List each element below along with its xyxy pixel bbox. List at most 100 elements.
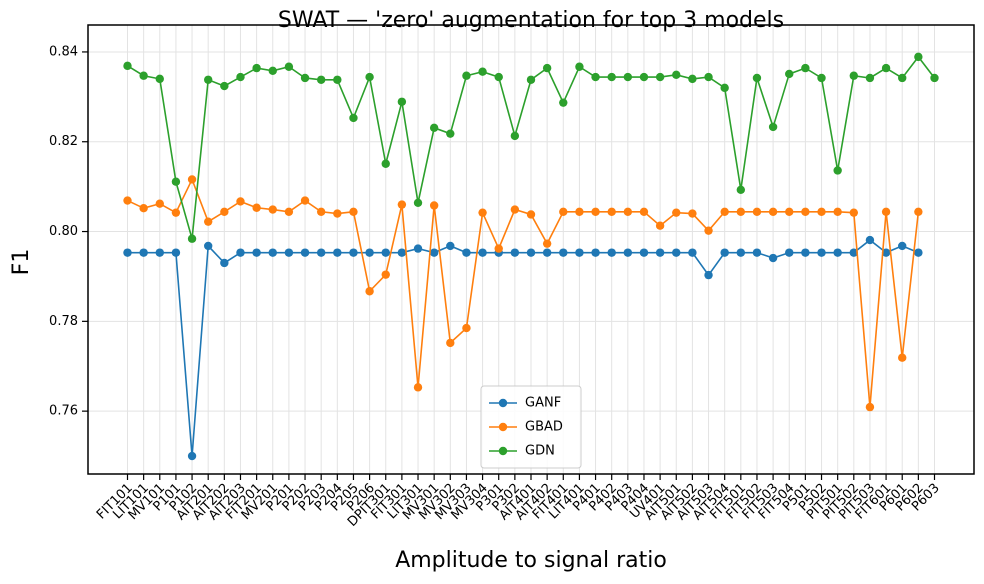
data-point — [559, 98, 568, 107]
data-point — [139, 71, 148, 80]
data-point — [236, 197, 245, 206]
data-point — [817, 248, 826, 257]
data-point — [510, 205, 520, 214]
data-point — [429, 248, 439, 257]
data-point — [365, 248, 374, 257]
data-point — [688, 209, 697, 218]
data-point — [768, 253, 778, 263]
data-point — [333, 209, 342, 218]
data-point — [155, 199, 164, 208]
y-tick-label: 0.84 — [49, 44, 78, 59]
data-point — [155, 74, 164, 84]
data-point — [446, 338, 455, 348]
data-point — [817, 207, 826, 216]
data-point — [736, 185, 746, 194]
data-point — [704, 226, 713, 235]
data-point — [720, 83, 729, 93]
data-point — [139, 203, 148, 213]
data-point — [801, 207, 810, 216]
y-tick-label: 0.76 — [49, 404, 78, 419]
data-point — [801, 63, 810, 73]
data-point — [123, 248, 132, 257]
data-point — [688, 74, 697, 84]
data-point — [268, 248, 277, 257]
data-point — [559, 248, 568, 257]
data-point — [349, 248, 358, 257]
data-point — [655, 248, 665, 257]
data-point — [881, 248, 891, 257]
legend-box — [480, 385, 582, 469]
data-point — [881, 63, 891, 73]
data-point — [429, 201, 439, 210]
data-point — [381, 270, 390, 279]
data-point — [413, 244, 423, 253]
data-point — [478, 248, 487, 257]
data-point — [300, 73, 310, 83]
data-point — [300, 196, 310, 205]
data-point — [155, 248, 164, 257]
data-point — [639, 72, 649, 82]
data-point — [672, 248, 681, 257]
data-point — [333, 248, 342, 257]
data-point — [865, 73, 875, 83]
data-point — [478, 67, 487, 76]
data-point — [623, 207, 633, 216]
data-point — [220, 207, 229, 216]
legend-label: GBAD — [525, 420, 563, 435]
data-point — [123, 61, 132, 71]
data-point — [252, 63, 261, 73]
data-point — [639, 207, 649, 216]
data-point — [220, 258, 229, 268]
data-point — [591, 248, 600, 257]
data-point — [736, 248, 746, 257]
data-point — [316, 207, 326, 216]
data-point — [429, 123, 439, 133]
data-point — [849, 71, 858, 80]
data-point — [446, 241, 455, 251]
data-point — [542, 63, 552, 73]
legend-marker — [498, 446, 508, 456]
data-point — [171, 208, 181, 217]
data-point — [575, 248, 584, 257]
data-point — [655, 72, 665, 82]
data-point — [446, 129, 455, 138]
data-point — [171, 248, 181, 257]
data-point — [204, 241, 213, 251]
data-point — [494, 244, 503, 253]
data-point — [413, 198, 423, 208]
data-point — [252, 203, 261, 212]
data-point — [849, 248, 858, 257]
data-point — [833, 248, 842, 257]
data-point — [397, 200, 407, 209]
data-point — [607, 72, 616, 82]
data-point — [381, 159, 390, 168]
data-point — [365, 72, 374, 82]
legend-label: GANF — [525, 396, 561, 411]
data-point — [300, 248, 310, 257]
legend-marker — [498, 398, 508, 408]
data-point — [236, 72, 245, 82]
data-point — [688, 248, 697, 257]
y-tick-label: 0.82 — [49, 134, 78, 149]
data-point — [381, 248, 390, 257]
data-point — [559, 207, 568, 216]
data-point — [220, 81, 229, 91]
data-point — [785, 207, 794, 216]
data-point — [333, 75, 342, 84]
x-axis-label: Amplitude to signal ratio — [395, 548, 667, 573]
data-point — [881, 207, 891, 216]
data-point — [914, 207, 923, 216]
data-point — [397, 248, 407, 257]
data-point — [639, 248, 649, 257]
data-point — [607, 248, 616, 257]
data-point — [284, 248, 294, 257]
data-point — [349, 207, 358, 216]
data-point — [204, 75, 213, 84]
data-point — [171, 177, 181, 186]
data-point — [478, 208, 487, 217]
data-point — [720, 207, 729, 216]
data-point — [462, 248, 471, 257]
data-point — [591, 207, 600, 216]
data-point — [785, 248, 794, 257]
